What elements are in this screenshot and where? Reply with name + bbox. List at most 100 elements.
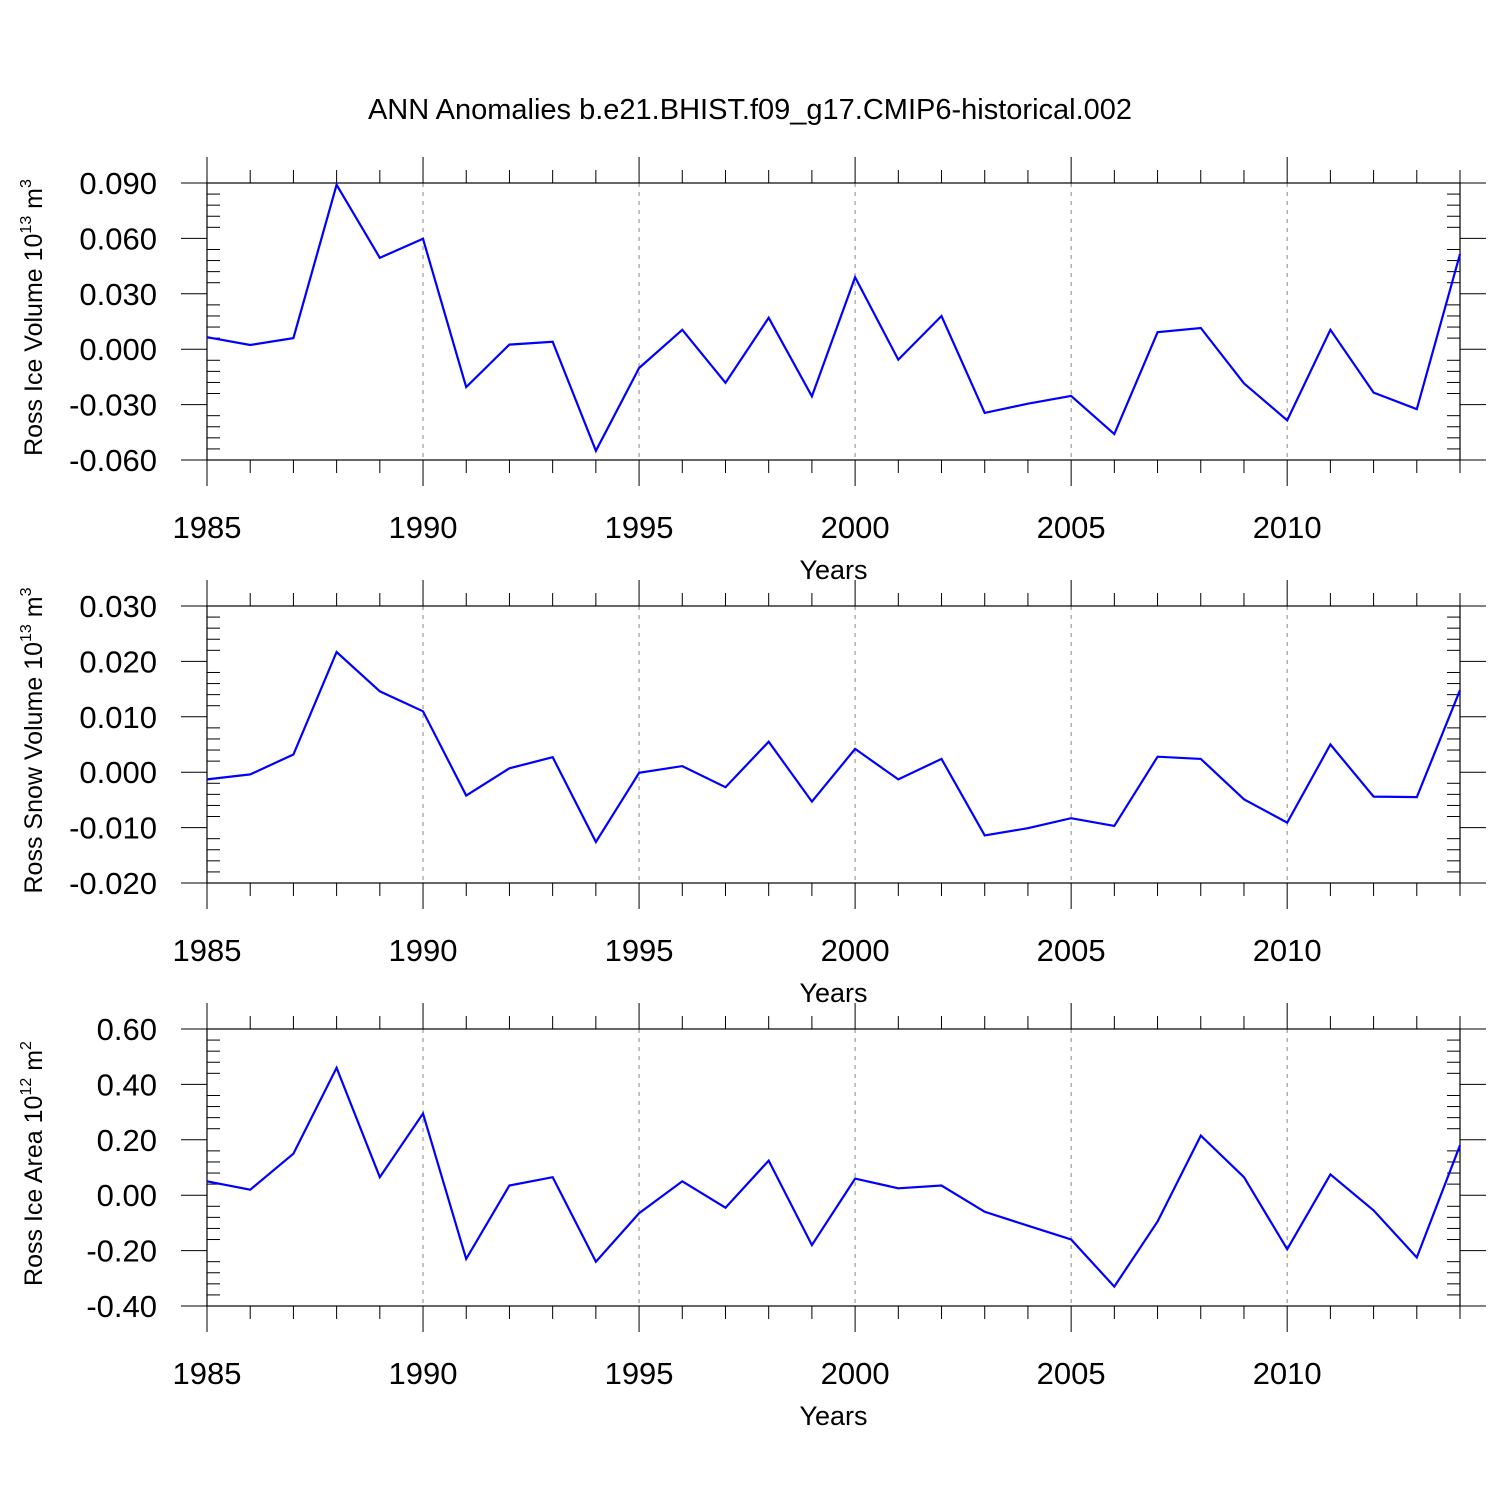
x-tick-label: 1990: [389, 1356, 458, 1391]
data-point: [637, 771, 641, 775]
data-point: [1069, 816, 1073, 820]
data-point: [248, 1188, 252, 1192]
y-tick-label: 0.00: [97, 1178, 157, 1213]
x-tick-label: 1985: [173, 1356, 242, 1391]
y-tick-label: -0.40: [86, 1289, 157, 1324]
data-point: [335, 650, 339, 654]
panel-2: -0.020 -0.010 0.000 0.010 0.020 0.030 1985 1990…: [18, 580, 1486, 1008]
data-point: [810, 1243, 814, 1247]
data-point: [1458, 1143, 1462, 1147]
data-point: [1415, 795, 1419, 799]
data-point: [1069, 1238, 1073, 1242]
data-point: [1285, 821, 1289, 825]
y-tick-label: -0.20: [86, 1234, 157, 1269]
data-point: [983, 833, 987, 837]
data-point: [248, 772, 252, 776]
data-point: [464, 385, 468, 389]
data-point: [464, 793, 468, 797]
x-tick-label: 2000: [821, 1356, 890, 1391]
x-tick-label: 2000: [821, 510, 890, 545]
x-tick-label: 1985: [173, 510, 242, 545]
series-line: [206, 182, 1462, 454]
y-tick-label: -0.010: [69, 811, 157, 846]
data-point: [507, 1184, 511, 1188]
data-point: [291, 336, 295, 340]
data-point: [1415, 1256, 1419, 1260]
data-point: [378, 256, 382, 260]
data-point: [1199, 757, 1203, 761]
data-point: [1112, 432, 1116, 436]
data-point: [248, 343, 252, 347]
data-point: [1242, 1175, 1246, 1179]
y-tick-label: 0.40: [97, 1067, 157, 1102]
data-point: [983, 411, 987, 415]
data-point: [464, 1257, 468, 1261]
data-point: [594, 840, 598, 844]
panel-1: -0.060 -0.030 0.000 0.030 0.060 0.090 1985 1990…: [18, 157, 1486, 585]
data-point: [723, 381, 727, 385]
data-point: [1328, 743, 1332, 747]
x-tick-label: 2005: [1037, 933, 1106, 968]
data-point: [940, 314, 944, 318]
data-point: [1328, 328, 1332, 332]
y-axis-label: Ross Ice Area 1012 m2: [18, 1041, 48, 1286]
x-tick-label: 1990: [389, 510, 458, 545]
data-point: [637, 366, 641, 370]
data-point: [723, 1206, 727, 1210]
plot-frame: [206, 605, 1461, 884]
data-point: [1285, 1247, 1289, 1251]
y-axis-label: Ross Ice Volume 1013 m3: [18, 179, 48, 456]
data-point: [335, 1066, 339, 1070]
data-point: [1112, 824, 1116, 828]
figure-title: ANN Anomalies b.e21.BHIST.f09_g17.CMIP6-…: [368, 94, 1132, 126]
y-tick-label: 0.60: [97, 1012, 157, 1047]
x-tick-label: 1995: [605, 1356, 674, 1391]
data-point: [1156, 755, 1160, 759]
data-point: [1458, 252, 1462, 256]
data-point: [1026, 826, 1030, 830]
data-point: [767, 316, 771, 320]
data-point: [1156, 330, 1160, 334]
data-point: [853, 275, 857, 279]
data-point: [335, 183, 339, 187]
data-point: [205, 335, 209, 339]
data-point: [205, 1179, 209, 1183]
data-point: [291, 1152, 295, 1156]
data-point: [594, 1260, 598, 1264]
data-point: [810, 800, 814, 804]
data-point: [896, 358, 900, 362]
y-tick-label: -0.020: [69, 866, 157, 901]
plot-frame: [206, 1028, 1461, 1307]
data-point: [1199, 326, 1203, 330]
data-point: [594, 449, 598, 453]
data-point: [896, 777, 900, 781]
series-line: [206, 650, 1462, 845]
data-point: [205, 777, 209, 781]
x-tick-label: 1985: [173, 933, 242, 968]
x-tick-label: 1995: [605, 510, 674, 545]
plot-frame: [206, 182, 1461, 461]
x-axis-label: Years: [799, 555, 867, 585]
data-point: [680, 1179, 684, 1183]
y-tick-label: 0.010: [79, 700, 157, 735]
data-point: [810, 394, 814, 398]
data-point: [637, 1211, 641, 1215]
x-tick-label: 1990: [389, 933, 458, 968]
data-point: [680, 764, 684, 768]
y-tick-label: 0.060: [79, 221, 157, 256]
data-point: [421, 709, 425, 713]
data-point: [983, 1210, 987, 1214]
data-point: [1156, 1220, 1160, 1224]
data-point: [1328, 1172, 1332, 1176]
data-point: [507, 343, 511, 347]
x-tick-label: 2010: [1253, 510, 1322, 545]
y-tick-label: 0.020: [79, 644, 157, 679]
data-point: [1242, 381, 1246, 385]
data-point: [378, 1175, 382, 1179]
data-point: [507, 766, 511, 770]
data-point: [680, 328, 684, 332]
data-point: [1026, 402, 1030, 406]
data-point: [1458, 688, 1462, 692]
data-point: [1415, 407, 1419, 411]
